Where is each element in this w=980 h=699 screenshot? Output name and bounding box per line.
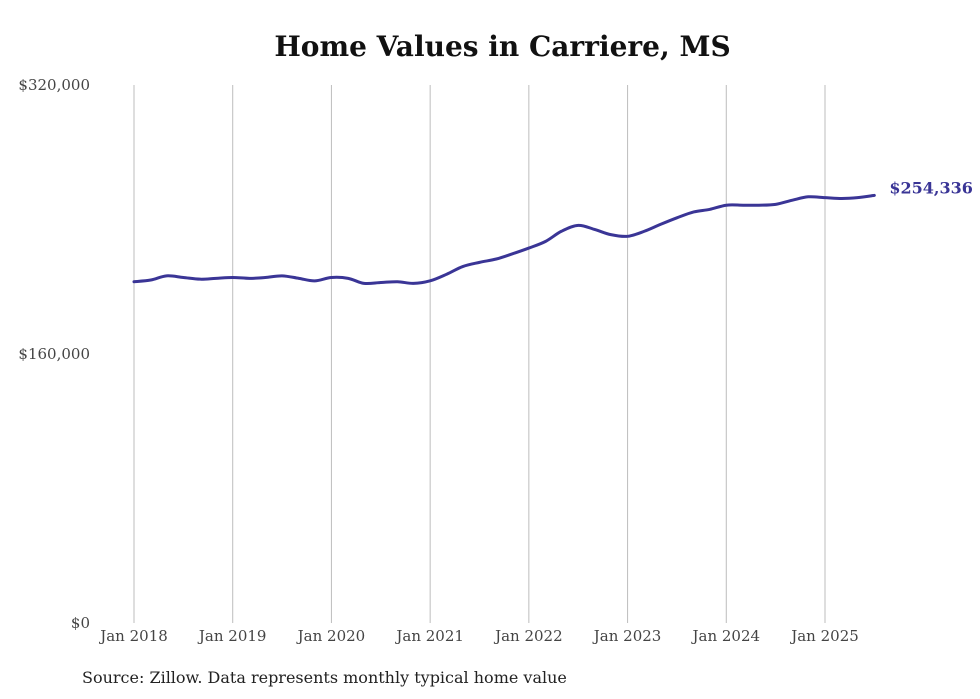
y-tick-label: $320,000 (18, 76, 90, 94)
x-tick-label: Jan 2020 (296, 627, 366, 645)
x-tick-label: Jan 2021 (394, 627, 464, 645)
y-tick-label: $0 (71, 614, 90, 632)
y-tick-label: $160,000 (18, 345, 90, 363)
source-note: Source: Zillow. Data represents monthly … (82, 668, 567, 687)
series-line (132, 193, 876, 286)
x-tick-label: Jan 2022 (493, 627, 563, 645)
x-tick-label: Jan 2024 (691, 627, 761, 645)
x-tick-label: Jan 2025 (789, 627, 859, 645)
gridlines (133, 85, 826, 623)
x-axis-ticks: Jan 2018 Jan 2019 Jan 2020 Jan 2021 Jan 2022… (98, 627, 859, 645)
x-tick-label: Jan 2018 (98, 627, 168, 645)
x-tick-label: Jan 2019 (197, 627, 267, 645)
end-value-label: $254,336 (889, 178, 973, 197)
chart-title: Home Values in Carriere, MS (274, 30, 731, 63)
y-axis-ticks: $0 $160,000 $320,000 (18, 76, 90, 632)
x-tick-label: Jan 2023 (592, 627, 662, 645)
